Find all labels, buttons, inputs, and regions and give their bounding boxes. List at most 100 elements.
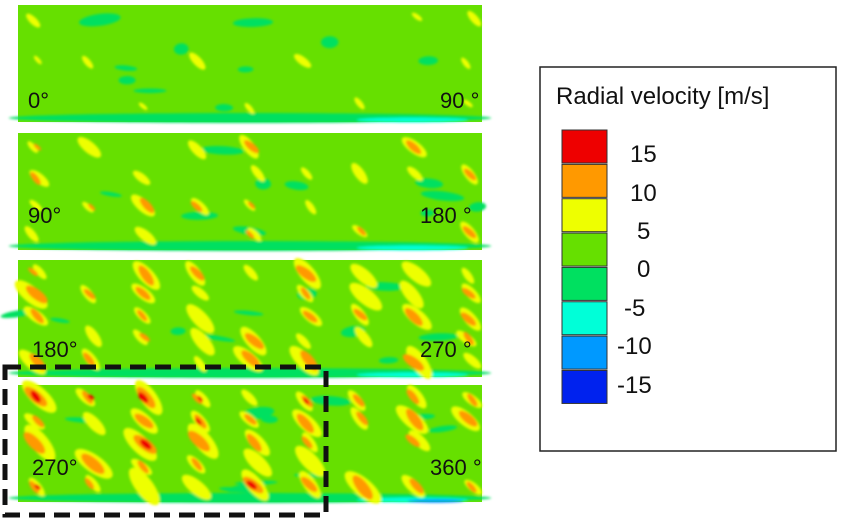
panel-90-180-label-end: 180 ° <box>420 203 472 228</box>
contour-red-patch <box>87 394 95 401</box>
contour-red-patch <box>195 417 202 426</box>
contour-orange-patch <box>30 171 41 185</box>
contour-orange-patch <box>300 476 318 493</box>
contour-cool-patch <box>310 395 351 406</box>
contour-orange-patch <box>466 481 477 493</box>
contour-yellow-patch <box>295 333 311 349</box>
contour-yellow-patch <box>24 226 39 242</box>
contour-yellow-patch <box>408 430 431 452</box>
contour-orange-patch <box>295 265 317 283</box>
contour-orange-patch <box>247 201 256 209</box>
panel-180-270-label-start: 180° <box>32 337 78 362</box>
contour-yellow-patch <box>250 165 265 182</box>
panel-0-90-contours <box>8 10 492 123</box>
contour-orange-patch <box>462 226 477 239</box>
contour-cool-patch <box>420 190 465 202</box>
contour-yellow-patch <box>181 474 212 500</box>
contour-orange-patch <box>30 308 44 324</box>
contour-yellow-patch <box>77 137 102 158</box>
panel-270-360-label-start: 270° <box>32 455 78 480</box>
colorbar-swatch-7 <box>561 369 608 404</box>
contour-cool-patch <box>233 310 264 316</box>
contour-cool-patch <box>469 202 487 212</box>
panel-0-90: 0° 90 ° <box>8 5 492 123</box>
contour-cool-patch <box>200 145 244 155</box>
contour-orange-patch <box>23 432 46 454</box>
contour-yellow-patch <box>243 448 273 477</box>
contour-cool-patch <box>284 181 309 191</box>
contour-yellow-patch <box>81 55 94 69</box>
contour-orange-patch <box>405 408 424 431</box>
contour-orange-patch <box>33 143 42 151</box>
contour-cool-patch <box>78 13 121 27</box>
contour-yellow-patch <box>195 390 211 408</box>
contour-orange-patch <box>300 287 311 300</box>
contour-cool-patch <box>415 178 444 189</box>
contour-orange-patch <box>187 430 211 452</box>
contour-yellow-patch <box>461 57 471 69</box>
contour-cool-patch <box>100 191 122 197</box>
contour-yellow-patch <box>193 356 207 372</box>
contour-yellow-patch <box>191 285 209 301</box>
contour-yellow-patch <box>411 12 423 21</box>
panel-180-270: 180° 270 ° <box>0 258 492 379</box>
contour-orange-patch <box>353 308 368 321</box>
contour-yellow-patch <box>467 10 482 27</box>
contour-red-patch <box>137 392 149 403</box>
contour-yellow-patch <box>401 261 432 287</box>
contour-yellow-patch <box>134 226 157 245</box>
colorbar-swatch-0 <box>561 129 608 164</box>
contour-cool-patch <box>321 36 339 49</box>
contour-orange-patch <box>139 197 155 214</box>
contour-yellow-patch <box>85 325 102 348</box>
contour-cool-patch <box>428 425 458 433</box>
colorbar-swatch-6 <box>561 335 608 370</box>
contour-orange-patch <box>134 413 154 429</box>
colorbar-swatch-1 <box>561 163 608 198</box>
contour-yellow-patch <box>85 474 101 493</box>
panel-90-180-contours <box>8 134 492 251</box>
contour-orange-patch <box>402 354 425 371</box>
contour-yellow-patch <box>132 329 148 346</box>
contour-yellow-patch <box>407 166 423 181</box>
contour-orange-patch <box>25 285 48 304</box>
contour-orange-patch <box>458 410 478 427</box>
contour-yellow-patch <box>243 264 259 281</box>
contour-cool-patch <box>232 18 274 28</box>
colorbar-tick-2: 5 <box>637 218 650 245</box>
contour-orange-patch <box>29 480 40 494</box>
contour-yellow-patch <box>305 200 317 215</box>
contour-red-patch <box>30 390 41 403</box>
colorbar <box>561 129 608 404</box>
contour-orange-patch <box>406 389 420 405</box>
contour-orange-patch <box>352 475 373 500</box>
contour-orange-patch <box>463 331 474 346</box>
contour-yellow-patch <box>27 141 39 153</box>
contour-orange-patch <box>302 310 318 323</box>
colorbar-tick-1: 10 <box>630 180 657 207</box>
panel-180-270-label-end: 270 ° <box>420 337 472 362</box>
contour-orange-patch <box>137 309 148 322</box>
contour-orange-patch <box>356 411 369 426</box>
colorbar-tick-5: -10 <box>617 333 652 360</box>
colorbar-tick-labels: 15 10 5 0 -5 -10 -15 <box>617 141 657 399</box>
contour-yellow-patch <box>132 170 151 185</box>
contour-orange-patch <box>88 203 96 211</box>
contour-yellow-patch <box>82 201 94 213</box>
contour-yellow-patch <box>300 167 313 180</box>
contour-orange-patch <box>467 393 478 407</box>
contour-yellow-patch <box>349 282 383 311</box>
contour-cool-patch <box>418 56 438 66</box>
contour-orange-patch <box>357 226 366 236</box>
contour-orange-patch <box>245 230 255 239</box>
panel-90-180-label-start: 90° <box>28 203 61 228</box>
contour-orange-patch <box>191 393 203 405</box>
panel-0-90-label-end: 90 ° <box>440 88 479 113</box>
contour-cool-patch <box>181 211 219 220</box>
contour-orange-patch <box>83 288 96 300</box>
contour-orange-patch <box>32 415 45 428</box>
contour-orange-patch <box>81 453 105 475</box>
contour-orange-patch <box>190 201 203 212</box>
contour-yellow-patch <box>350 263 378 288</box>
